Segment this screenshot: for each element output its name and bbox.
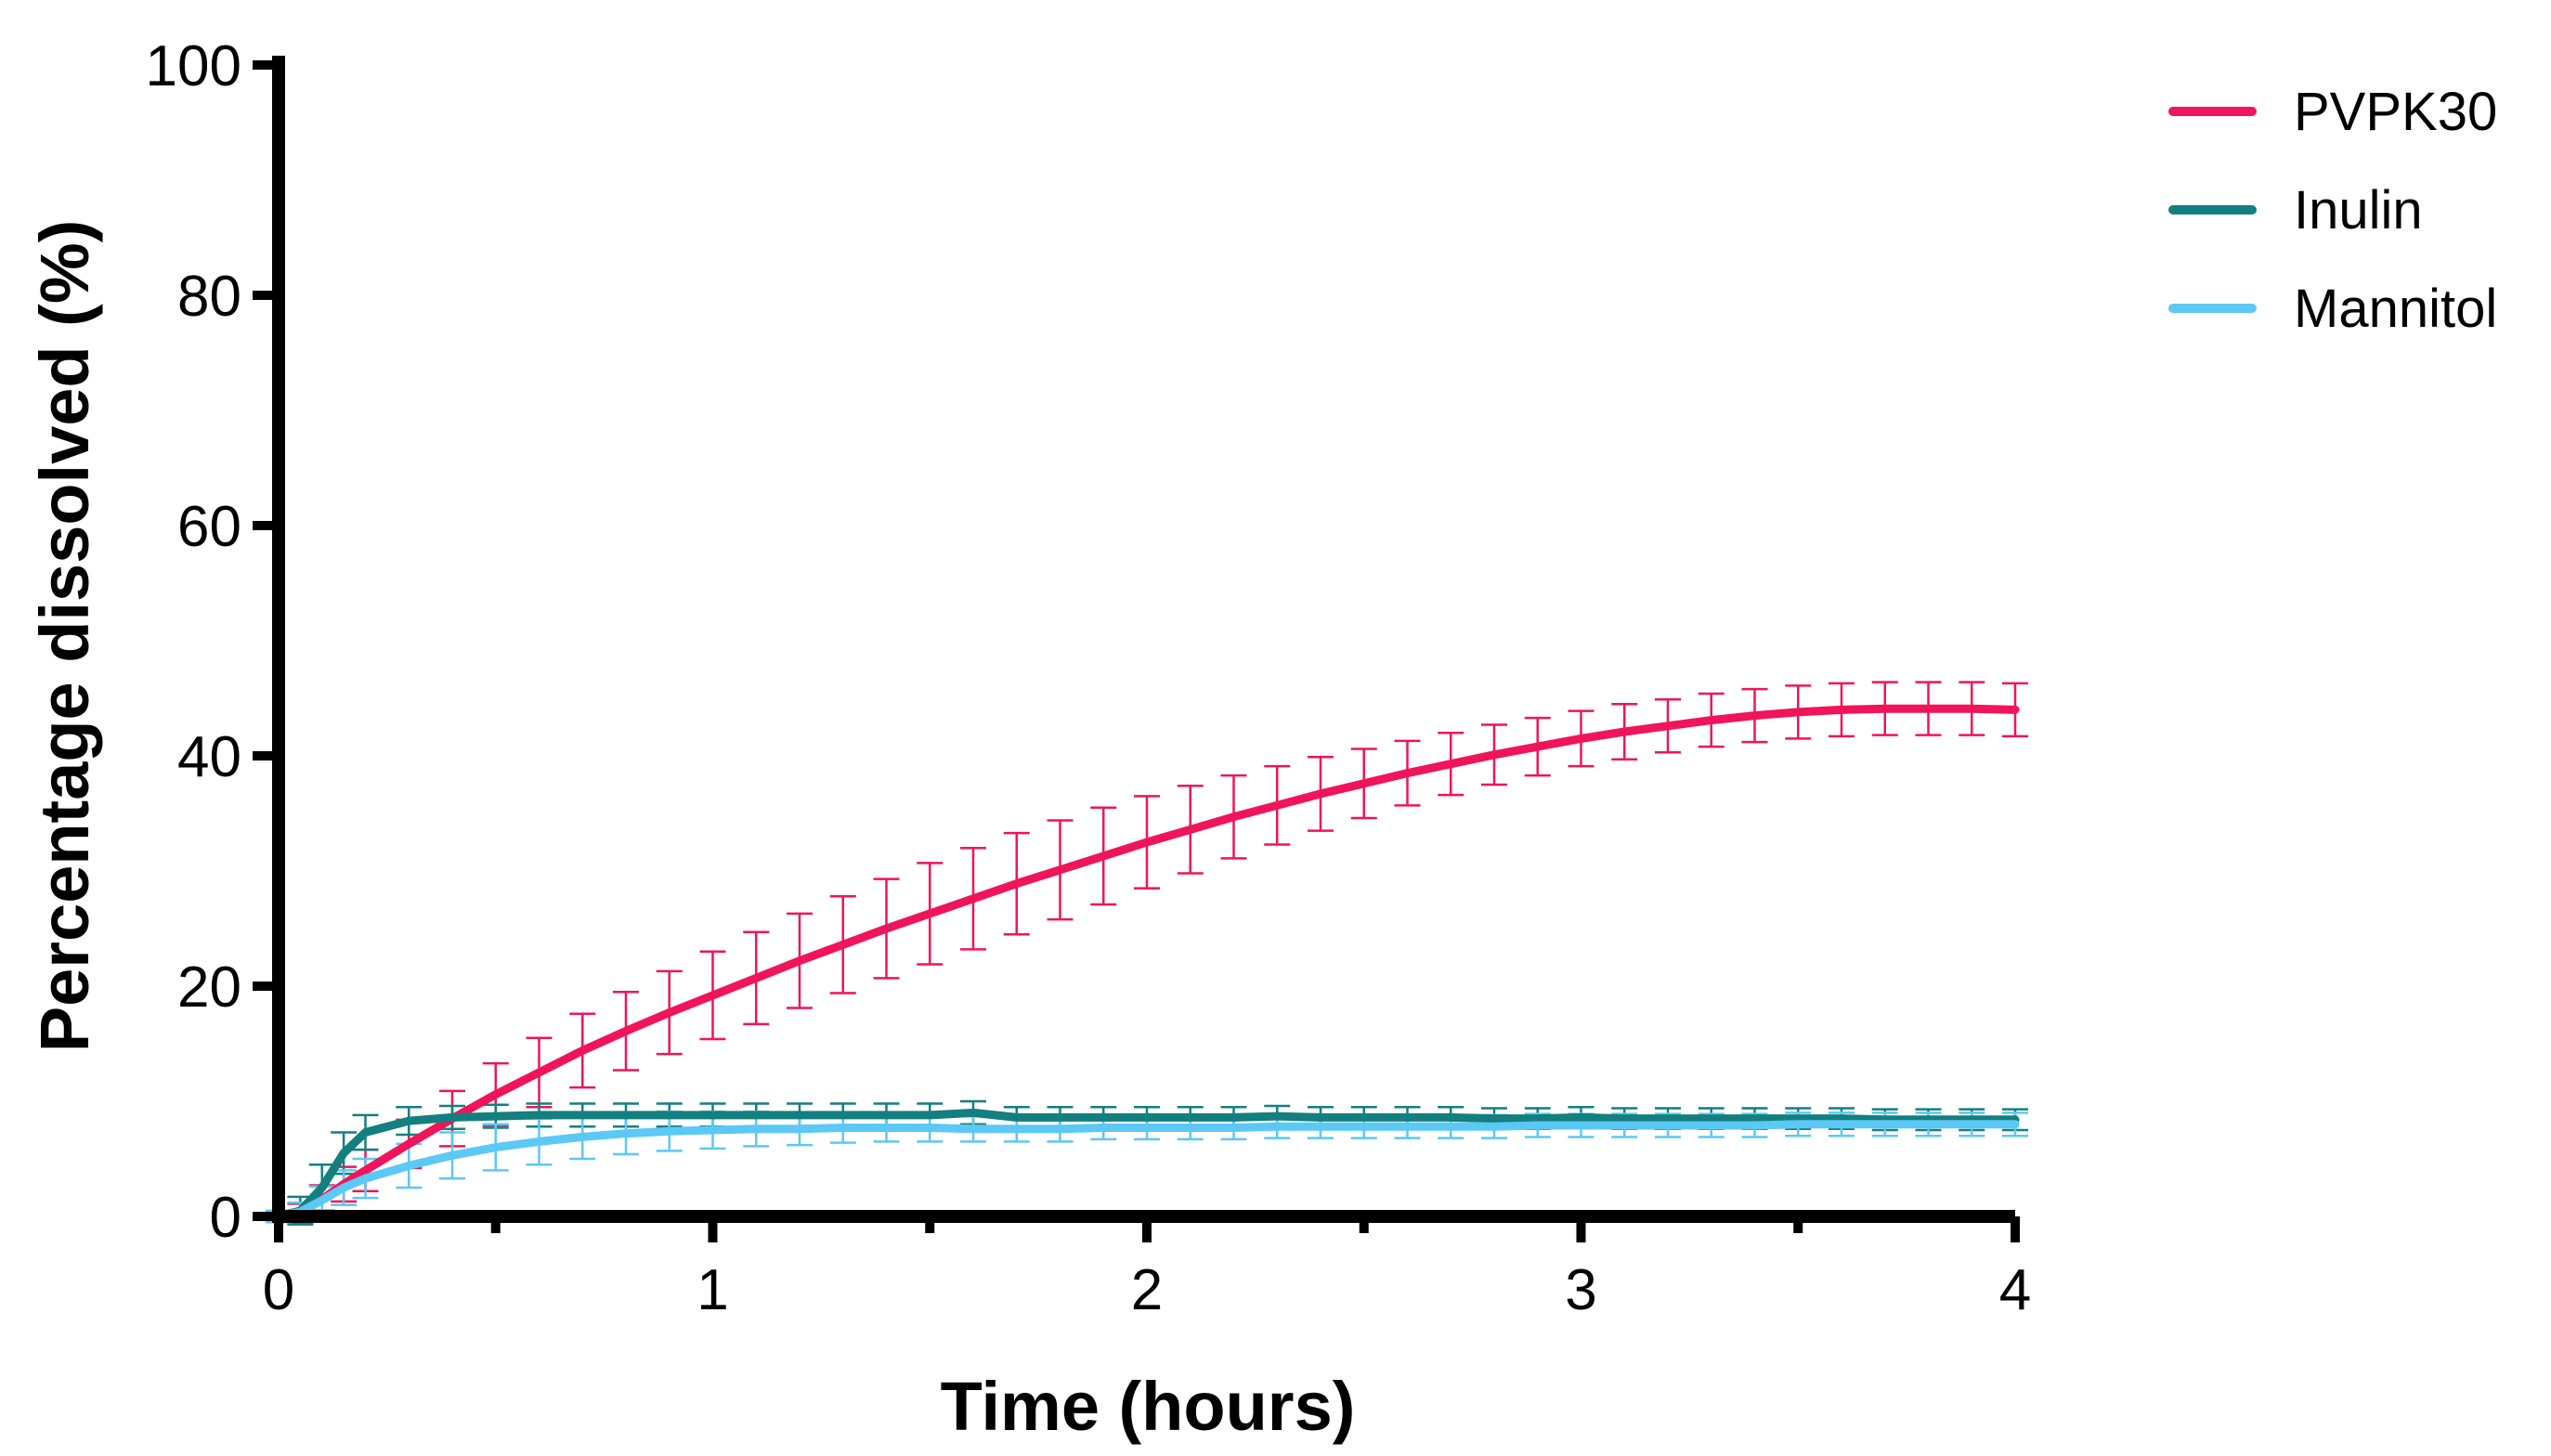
inulin-legend-label: Inulin [2294,180,2423,240]
x-tick-label: 3 [1565,1258,1596,1322]
y-tick-label: 0 [210,1186,241,1250]
y-tick-label: 80 [177,265,241,329]
x-tick-label: 2 [1131,1258,1163,1322]
x-tick-label: 1 [696,1258,728,1322]
mannitol-series-line [274,1120,2020,1221]
y-tick-label: 20 [177,956,241,1020]
y-tick-label: 60 [177,495,241,559]
legend: PVPK30 Inulin Mannitol [2168,82,2497,339]
y-tick-label: 100 [146,34,241,98]
x-tick-label: 4 [1999,1258,2031,1322]
pvpk30-legend-label: PVPK30 [2294,82,2497,142]
x-axis-title: Time (hours) [941,1368,1356,1445]
y-tick-label: 40 [177,725,241,789]
mannitol-legend-label: Mannitol [2294,279,2497,339]
inulin-series-line [274,1108,2020,1221]
pvpk30-series-line [274,704,2020,1221]
y-axis-title: Percentage dissolved (%) [26,220,103,1053]
series-lines [274,704,2020,1221]
axes [272,56,2015,1223]
x-tick-label: 0 [263,1258,294,1322]
